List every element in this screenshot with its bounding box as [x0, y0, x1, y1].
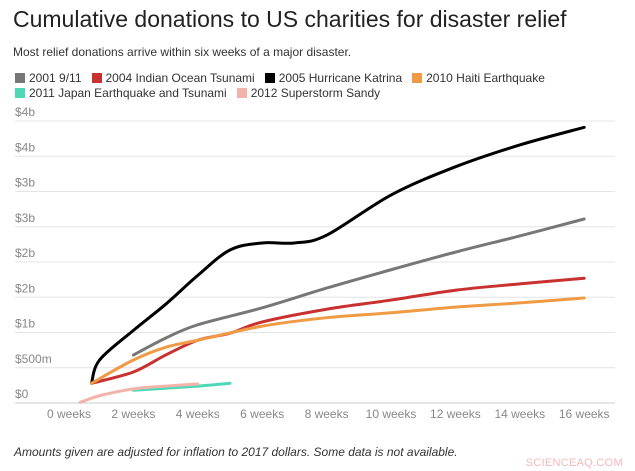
legend-item: 2005 Hurricane Katrina	[264, 71, 403, 86]
y-tick-label: $2b	[15, 281, 35, 295]
series-line-2010-haiti-earthquake	[90, 296, 586, 385]
series-line-2012-superstorm-sandy	[78, 382, 200, 404]
legend-item: 2001 9/11	[15, 71, 82, 86]
x-tick-label: 16 weeks	[559, 407, 610, 421]
y-tick-label: $4b	[15, 140, 35, 154]
legend-label: 2001 9/11	[29, 71, 82, 85]
y-tick-label: $1b	[15, 317, 35, 331]
legend-swatch	[264, 73, 275, 83]
footnote: Amounts given are adjusted for inflation…	[14, 445, 458, 459]
y-tick-label: $4b	[15, 105, 35, 119]
legend: 2001 9/11 2004 Indian Ocean Tsunami 2005 H…	[15, 71, 615, 101]
y-tick-label: $500m	[15, 352, 52, 366]
legend-swatch	[236, 88, 247, 98]
series-line-2001-9-11	[131, 217, 586, 357]
y-tick-label: $3b	[15, 176, 35, 190]
chart-title: Cumulative donations to US charities for…	[13, 6, 567, 32]
legend-item: 2011 Japan Earthquake and Tsunami	[15, 86, 227, 101]
x-tick-label: 0 weeks	[47, 407, 91, 421]
legend-label: 2012 Superstorm Sandy	[250, 86, 381, 100]
x-tick-label: 10 weeks	[366, 407, 417, 421]
series-line-2005-hurricane-katrina	[90, 125, 586, 385]
series-line-2011-japan-earthquake-and-tsunami	[131, 381, 232, 392]
legend-label: 2005 Hurricane Katrina	[278, 71, 403, 85]
y-tick-label: $2b	[15, 246, 35, 260]
y-tick-label: $0	[15, 387, 29, 401]
x-tick-label: 4 weeks	[176, 407, 220, 421]
x-tick-label: 2 weeks	[111, 407, 155, 421]
x-tick-label: 14 weeks	[494, 407, 545, 421]
x-tick-label: 6 weeks	[240, 407, 284, 421]
series-line-2004-indian-ocean-tsunami	[90, 276, 586, 385]
legend-item: 2012 Superstorm Sandy	[236, 86, 381, 101]
x-tick-label: 12 weeks	[430, 407, 481, 421]
legend-swatch	[15, 88, 25, 98]
legend-item: 2010 Haiti Earthquake	[412, 71, 545, 86]
legend-label: 2010 Haiti Earthquake	[426, 71, 545, 85]
legend-item: 2004 Indian Ocean Tsunami	[91, 71, 255, 86]
x-tick-label: 8 weeks	[305, 407, 349, 421]
legend-swatch	[412, 73, 423, 83]
legend-label: 2011 Japan Earthquake and Tsunami	[29, 86, 227, 100]
chart-subtitle: Most relief donations arrive within six …	[13, 45, 352, 59]
legend-swatch	[91, 73, 102, 83]
legend-swatch	[15, 73, 25, 83]
watermark: SCIENCEAQ.COM	[525, 457, 623, 469]
y-tick-label: $3b	[15, 211, 35, 225]
legend-label: 2004 Indian Ocean Tsunami	[105, 71, 255, 85]
